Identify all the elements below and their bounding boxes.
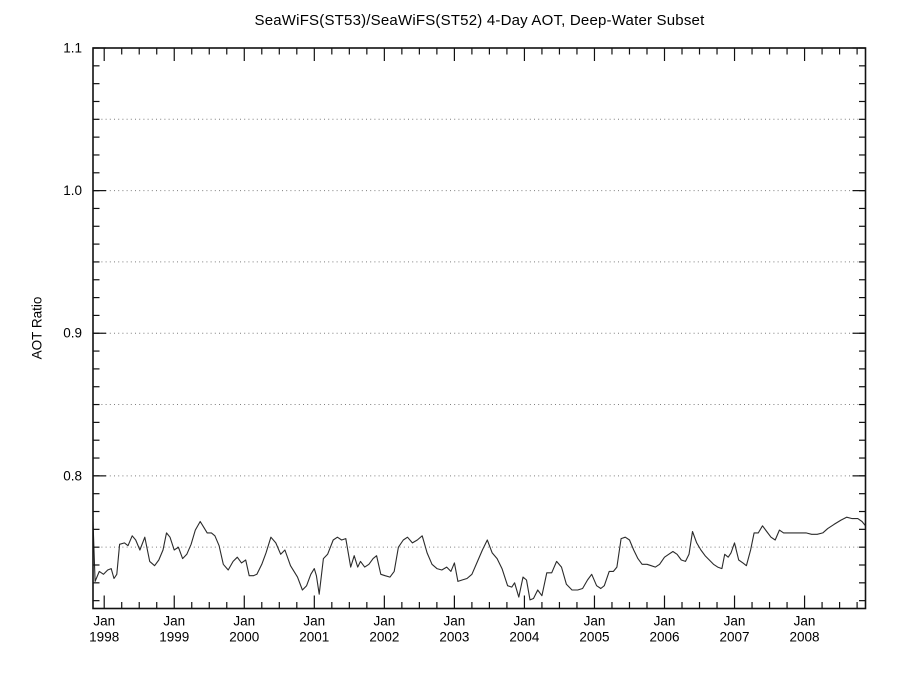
x-tick-label-month: Jan: [303, 614, 325, 629]
x-tick-label-month: Jan: [443, 614, 465, 629]
y-tick-label: 0.9: [63, 326, 82, 341]
data-line: [92, 516, 867, 601]
x-tick-label-year: 2007: [720, 630, 750, 645]
x-tick-label-month: Jan: [163, 614, 185, 629]
x-tick-label-month: Jan: [233, 614, 255, 629]
x-tick-label-year: 2000: [229, 630, 259, 645]
x-tick-label-year: 2006: [649, 630, 679, 645]
x-tick-label-year: 2008: [790, 630, 820, 645]
x-tick-label-month: Jan: [373, 614, 395, 629]
x-tick-label-year: 1998: [89, 630, 119, 645]
x-tick-label-year: 2001: [299, 630, 329, 645]
x-tick-label-year: 2004: [509, 630, 540, 645]
y-tick-label: 1.0: [63, 183, 82, 198]
chart-title: SeaWiFS(ST53)/SeaWiFS(ST52) 4-Day AOT, D…: [254, 12, 705, 29]
x-tick-label-year: 2002: [369, 630, 399, 645]
x-tick-label-month: Jan: [654, 614, 676, 629]
x-tick-label-month: Jan: [794, 614, 816, 629]
x-tick-label-year: 2003: [439, 630, 469, 645]
x-tick-label-year: 2005: [579, 630, 609, 645]
x-tick-label-month: Jan: [724, 614, 746, 629]
x-tick-label-month: Jan: [584, 614, 606, 629]
x-tick-label-month: Jan: [93, 614, 115, 629]
y-tick-label: 1.1: [63, 41, 82, 56]
x-tick-label-year: 1999: [159, 630, 189, 645]
x-tick-label-month: Jan: [514, 614, 536, 629]
axis-frame: [92, 47, 867, 610]
y-tick-label: 0.8: [63, 468, 82, 483]
